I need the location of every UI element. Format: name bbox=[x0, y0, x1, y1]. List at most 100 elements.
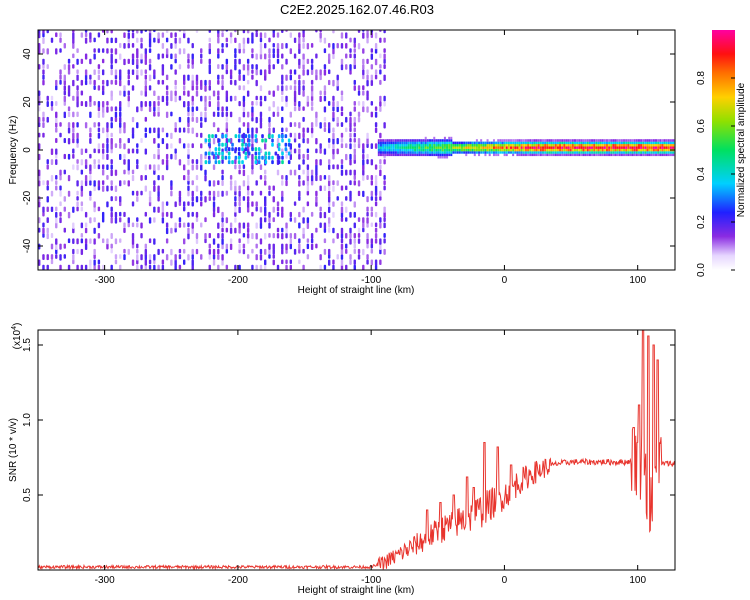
spectrogram-cell bbox=[114, 217, 118, 224]
spectrogram-cell bbox=[439, 156, 442, 159]
spectrogram-cell bbox=[443, 151, 446, 154]
spectrogram-cell bbox=[635, 153, 638, 157]
spectrogram-cell bbox=[486, 146, 489, 149]
spectrogram-cell bbox=[221, 151, 224, 156]
spectrogram-cell bbox=[542, 146, 545, 149]
spectrogram-cell bbox=[170, 111, 173, 117]
spectrogram-cell bbox=[597, 146, 600, 149]
spectrogram-cell bbox=[665, 141, 668, 145]
spectrogram-cell bbox=[416, 139, 419, 142]
spectrogram-cell bbox=[569, 146, 572, 149]
spectrogram-cell bbox=[542, 141, 545, 145]
spectrogram-cell bbox=[110, 243, 113, 249]
spectrogram-cell bbox=[353, 106, 356, 112]
spectrogram-cell bbox=[537, 139, 540, 142]
spectrogram-cell bbox=[386, 141, 389, 145]
spectrogram-cell bbox=[437, 141, 440, 145]
spectrogram-cell bbox=[237, 147, 241, 152]
spectrogram-cell bbox=[174, 153, 177, 160]
spectrogram-cell bbox=[302, 79, 305, 85]
spectrogram-cell bbox=[349, 143, 352, 150]
spectrogram-cell bbox=[357, 30, 361, 33]
spectrogram-cell bbox=[460, 151, 463, 154]
spectrogram-cell bbox=[349, 37, 352, 43]
spectrogram-cell bbox=[482, 144, 485, 147]
spectrogram-cell bbox=[101, 90, 105, 96]
spectrogram-cell bbox=[208, 30, 211, 33]
spectrogram-cell bbox=[531, 151, 534, 154]
snr-plot-area bbox=[38, 330, 675, 570]
spectrogram-cell bbox=[234, 164, 237, 170]
spectrogram-cell bbox=[392, 139, 395, 142]
spectrogram-cell bbox=[340, 259, 344, 266]
spectrogram-cell bbox=[503, 148, 506, 152]
spectrogram-cell bbox=[161, 206, 165, 213]
spectrogram-cell bbox=[76, 196, 79, 201]
spectrogram-cell bbox=[76, 238, 79, 245]
spectrogram-cell bbox=[106, 101, 109, 106]
spectrogram-cell bbox=[42, 37, 45, 44]
spectrogram-cell bbox=[123, 153, 126, 159]
spectrogram-cell bbox=[495, 144, 498, 147]
spectrogram-cell bbox=[76, 143, 79, 148]
spectrogram-cell bbox=[255, 32, 258, 38]
spectrogram-cell bbox=[157, 53, 160, 60]
spectrogram-cell bbox=[433, 146, 436, 149]
spectrogram-cell bbox=[244, 155, 248, 160]
spectrogram-cell bbox=[204, 233, 207, 240]
spectrogram-cell bbox=[80, 79, 84, 86]
spectrogram-cell bbox=[488, 146, 491, 149]
spectrogram-cell bbox=[535, 139, 538, 142]
spectrogram-cell bbox=[357, 238, 361, 244]
spectrogram-cell bbox=[424, 153, 427, 157]
spectrogram-cell bbox=[76, 138, 79, 144]
spectrogram-cell bbox=[225, 42, 229, 48]
spectrogram-cell bbox=[565, 148, 568, 152]
spectrogram-x-ticks: -300 -200 -100 0 100 bbox=[95, 30, 646, 286]
spectrogram-cell bbox=[366, 174, 369, 180]
spectrogram-cell bbox=[310, 122, 314, 128]
spectrogram-cell bbox=[38, 132, 41, 138]
spectrogram-cell bbox=[148, 58, 152, 64]
spectrogram-cell bbox=[212, 111, 216, 117]
spectrogram-cell bbox=[302, 30, 305, 34]
spectrogram-cell bbox=[289, 233, 293, 239]
spectrogram-cell bbox=[80, 190, 84, 197]
spectrogram-cell bbox=[315, 74, 318, 81]
spectrogram-cell bbox=[131, 174, 135, 182]
spectrogram-cell bbox=[353, 143, 356, 148]
spectrogram-cell bbox=[388, 144, 391, 147]
spectrogram-cell bbox=[382, 139, 385, 142]
spectrogram-cell bbox=[127, 95, 130, 102]
spectrogram-cell bbox=[144, 132, 148, 138]
spectrogram-cell bbox=[505, 144, 508, 147]
spectrogram-cell bbox=[458, 144, 461, 147]
spectrogram-cell bbox=[379, 217, 382, 223]
spectrogram-cell bbox=[247, 134, 251, 139]
spectrogram-cell bbox=[565, 141, 568, 145]
spectrogram-cell bbox=[323, 148, 327, 155]
spectrogram-cell bbox=[345, 64, 348, 70]
spectrogram-cell bbox=[357, 116, 361, 123]
spectrogram-cell bbox=[229, 111, 233, 118]
spectrogram-cell bbox=[153, 153, 156, 160]
spectrogram-cell bbox=[623, 141, 626, 145]
spectrogram-cell bbox=[657, 141, 660, 145]
spectrogram-cell bbox=[588, 139, 591, 142]
spectrogram-cell bbox=[221, 190, 224, 197]
spectrogram-cell bbox=[246, 58, 250, 64]
spectrogram-cell bbox=[392, 148, 395, 152]
spectrogram-cell bbox=[178, 222, 182, 228]
spectrogram-cell bbox=[272, 30, 275, 34]
spectrogram-cell bbox=[533, 144, 536, 147]
spectrogram-cell bbox=[72, 238, 75, 245]
spectrogram-cell bbox=[542, 139, 545, 142]
spectrogram-cell bbox=[426, 139, 429, 142]
spectrogram-cell bbox=[616, 139, 619, 142]
spectrogram-cell bbox=[366, 153, 369, 159]
spectrogram-cell bbox=[72, 64, 75, 69]
spectrogram-cell bbox=[379, 79, 382, 85]
spectrogram-cell bbox=[403, 153, 406, 157]
spectrogram-cell bbox=[384, 144, 387, 147]
spectrogram-cell bbox=[327, 69, 331, 75]
